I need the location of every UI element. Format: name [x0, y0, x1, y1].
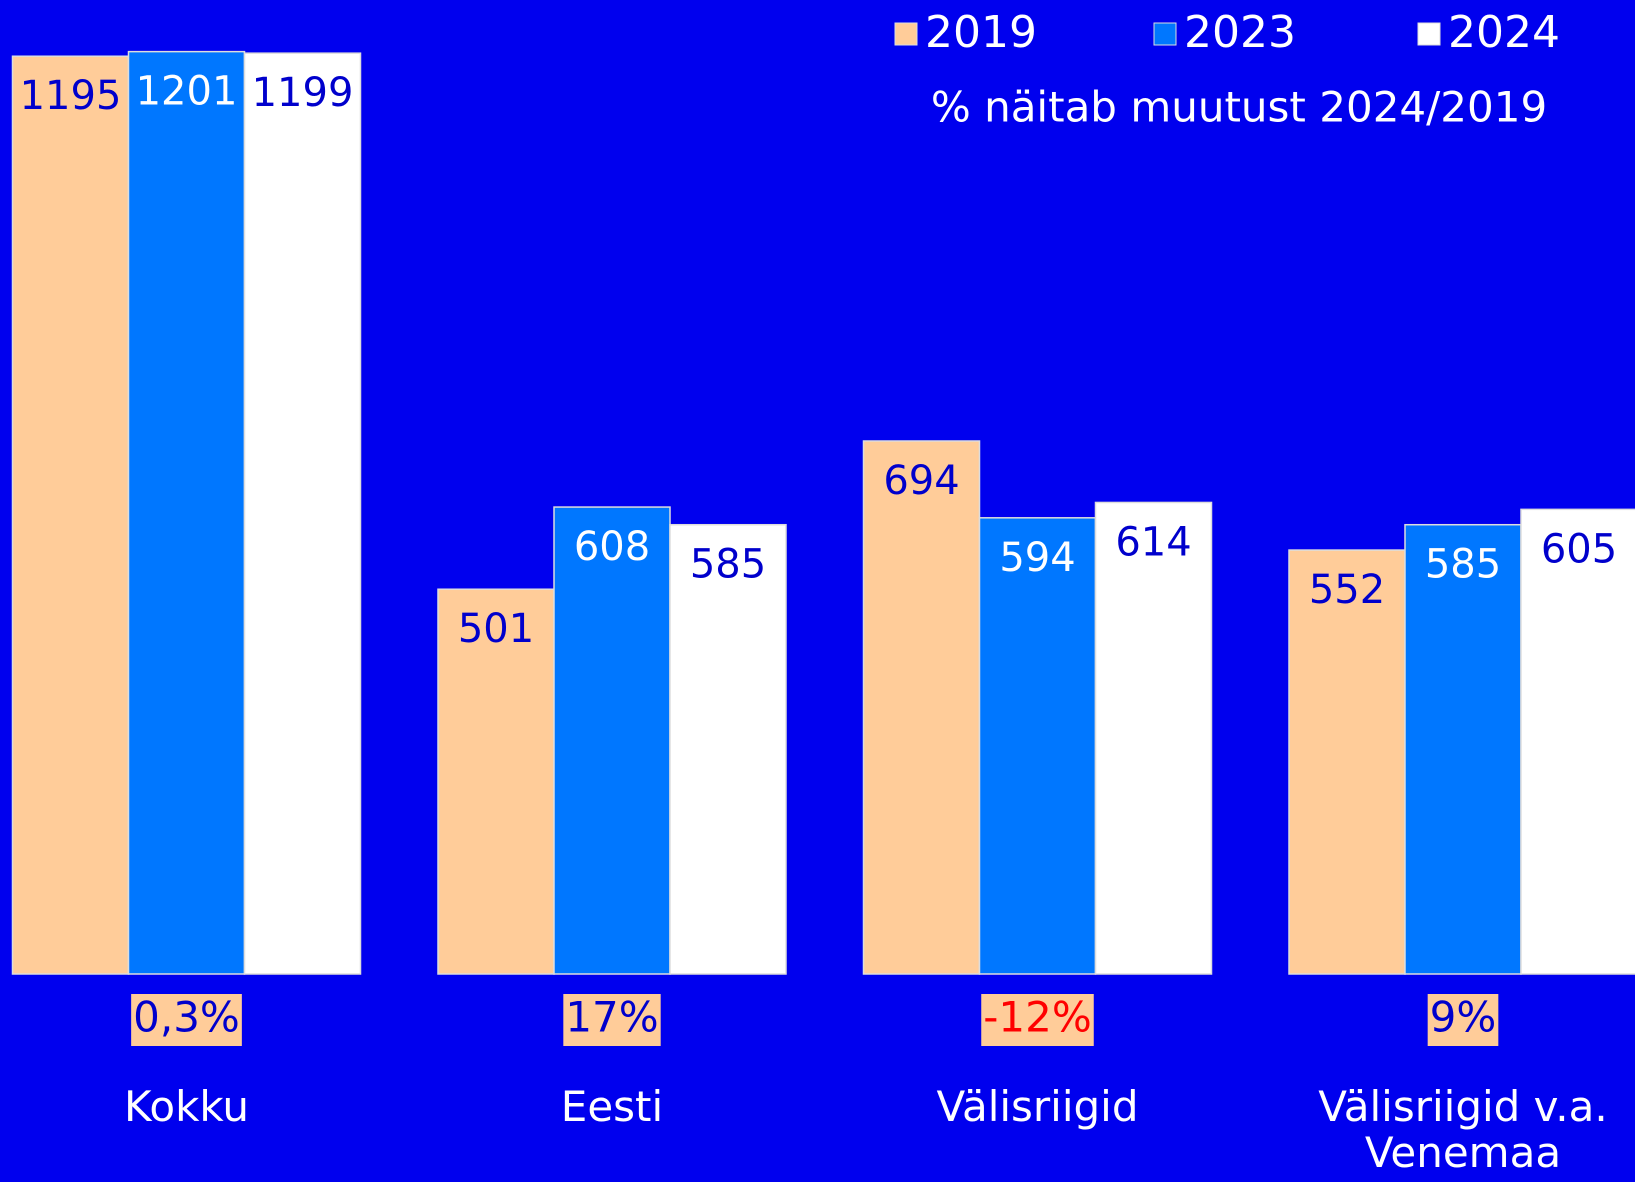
- value-label: 594: [999, 535, 1075, 581]
- category-label-box: Eesti: [560, 1084, 664, 1131]
- bar: [862, 440, 981, 975]
- value-label: 1195: [20, 73, 122, 119]
- legend-label: 2019: [925, 7, 1037, 58]
- bar: [1404, 523, 1522, 975]
- bar: [669, 523, 787, 975]
- change-background: [981, 994, 1094, 1046]
- value-label: 585: [1425, 542, 1501, 588]
- change-label: 0,3%: [133, 993, 240, 1042]
- bar: [127, 50, 246, 975]
- bar: [437, 588, 555, 975]
- category-label-box: Välisriigid v.a. Venemaa: [1318, 1084, 1608, 1177]
- change-label: 9%: [1430, 993, 1497, 1042]
- bar: [243, 52, 362, 975]
- bar: [1094, 501, 1213, 975]
- category-label-box: Välisriigid: [936, 1084, 1139, 1131]
- legend-swatch: [1153, 22, 1177, 46]
- legend-swatch: [1417, 22, 1441, 46]
- change-background: [1427, 994, 1499, 1046]
- change-label: -12%: [983, 993, 1092, 1042]
- category-label-box: Kokku: [123, 1084, 250, 1131]
- value-label: 1201: [136, 69, 238, 115]
- bar: [1520, 508, 1635, 975]
- bar: [11, 55, 130, 975]
- value-label: 501: [458, 606, 534, 652]
- value-label: 694: [883, 458, 959, 504]
- category-label: Eesti: [560, 1084, 664, 1131]
- value-label: 552: [1309, 567, 1385, 613]
- change-background: [563, 994, 661, 1046]
- value-label: 1199: [252, 70, 354, 116]
- legend-label: 2024: [1448, 7, 1560, 58]
- legend-label: 2023: [1184, 7, 1296, 58]
- change-label: 17%: [565, 993, 658, 1042]
- category-label: Kokku: [123, 1084, 250, 1131]
- category-label: Välisriigid v.a. Venemaa: [1318, 1084, 1608, 1177]
- annotation: % näitab muutust 2024/2019: [931, 83, 1547, 132]
- bar: [553, 506, 671, 975]
- value-label: 608: [574, 524, 650, 570]
- value-label: 605: [1541, 526, 1617, 572]
- value-label: 585: [690, 542, 766, 588]
- value-label: 614: [1115, 519, 1191, 565]
- category-label: Välisriigid: [936, 1084, 1139, 1131]
- legend-swatch: [894, 22, 918, 46]
- bar: [978, 517, 1097, 975]
- change-background: [131, 994, 242, 1046]
- bar: [1288, 549, 1406, 975]
